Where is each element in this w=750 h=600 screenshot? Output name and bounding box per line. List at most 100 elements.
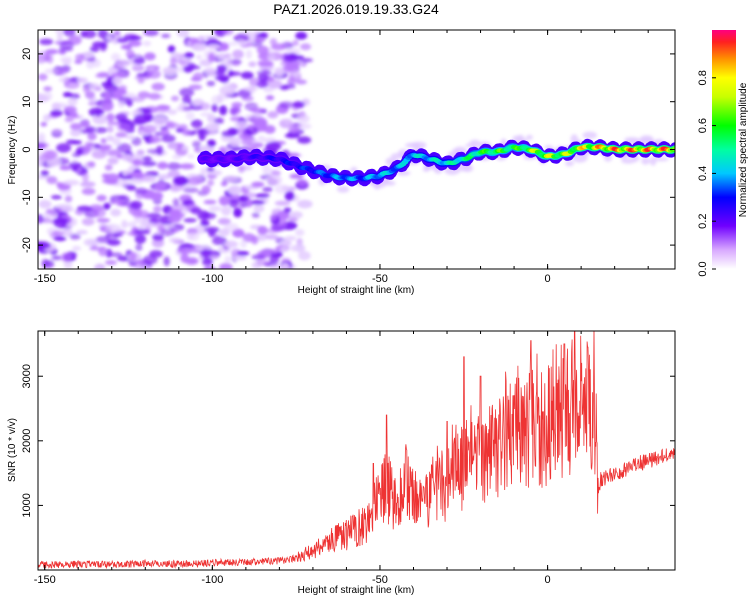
noise-speckle [39,38,54,45]
noise-speckle [45,208,54,215]
noise-speckle [224,240,239,248]
noise-speckle [136,72,146,78]
noise-speckle [173,176,189,186]
noise-speckle [146,69,161,79]
noise-speckle [250,199,265,205]
noise-speckle [100,42,108,48]
noise-speckle [134,234,146,244]
noise-speckle [267,54,276,61]
noise-speckle [41,258,49,268]
noise-speckle [163,256,170,267]
noise-speckle [565,160,574,167]
noise-speckle [130,200,143,210]
noise-speckle [51,128,64,135]
noise-speckle [256,259,270,266]
noise-speckle [282,64,295,73]
colorbar-tick-label: 0.2 [697,214,709,229]
noise-speckle [251,40,263,48]
x-tick-label: -150 [34,273,56,285]
noise-speckle [148,92,161,100]
y-tick-label: 10 [21,96,33,108]
colorbar-ticks: 0.0 0.2 0.4 0.6 0.8 [697,70,716,277]
noise-speckle [103,91,111,101]
noise-speckle [40,122,48,127]
noise-speckle [422,167,430,172]
noise-speckle [63,179,80,186]
noise-speckle [127,221,137,228]
noise-speckle [110,208,122,217]
noise-speckle [110,72,126,79]
noise-speckle [132,209,143,219]
spectrogram-y-ticks: -20 -10 0 10 20 [21,48,675,253]
noise-speckle [278,101,294,109]
noise-speckle [243,192,257,199]
noise-speckle [284,235,297,241]
noise-speckle [294,229,305,237]
noise-speckle [283,118,293,124]
noise-speckle [62,58,72,66]
noise-speckle [168,214,182,223]
noise-speckle [130,171,144,177]
noise-speckle [227,41,239,46]
noise-speckle [289,173,303,179]
noise-speckle [151,116,168,124]
noise-speckle [89,46,100,53]
noise-speckle [106,135,115,142]
noise-speckle [58,77,67,83]
noise-speckle [80,181,96,188]
noise-speckle [72,152,81,158]
noise-speckle [104,164,113,171]
noise-speckle [253,204,265,213]
noise-speckle [69,233,81,240]
noise-speckle [129,251,137,261]
noise-speckle [183,65,193,73]
noise-speckle [219,105,228,116]
noise-speckle [113,30,121,36]
noise-speckle [233,34,250,43]
noise-speckle [105,179,119,185]
noise-speckle [224,223,239,232]
noise-speckle [132,159,144,167]
noise-speckle [131,136,142,146]
noise-speckle [115,59,130,68]
noise-speckle [181,145,189,151]
noise-speckle [266,175,283,185]
noise-speckle [240,239,247,249]
noise-speckle [83,238,98,247]
x-tick-label: -50 [372,574,388,586]
noise-speckle [72,246,82,251]
noise-speckle [105,259,117,266]
noise-speckle [76,205,92,212]
noise-speckle [255,193,270,198]
noise-speckle [63,261,73,269]
noise-speckle [81,217,95,226]
noise-speckle [641,157,650,165]
noise-speckle [248,61,257,67]
noise-speckle [280,247,289,252]
noise-speckle [178,124,188,130]
noise-speckle [185,111,195,121]
noise-speckle [257,60,274,66]
noise-speckle [168,209,182,214]
noise-speckle [126,184,136,191]
noise-speckle [179,87,195,97]
noise-speckle [88,101,97,106]
noise-speckle [206,37,218,42]
noise-speckle [199,112,214,117]
noise-speckle [231,61,241,67]
noise-speckle [45,49,59,55]
noise-speckle [112,137,121,146]
noise-speckle [87,132,97,141]
noise-speckle [80,121,90,129]
noise-speckle [190,207,202,214]
noise-speckle [207,179,215,187]
noise-speckle [107,157,119,165]
snr-x-ticks: -150 -100 -50 0 [34,331,649,586]
noise-speckle [133,57,146,65]
noise-speckle [251,181,265,188]
noise-speckle [81,188,96,195]
noise-speckle [187,153,195,159]
noise-speckle [99,145,111,152]
noise-speckle [262,187,273,192]
